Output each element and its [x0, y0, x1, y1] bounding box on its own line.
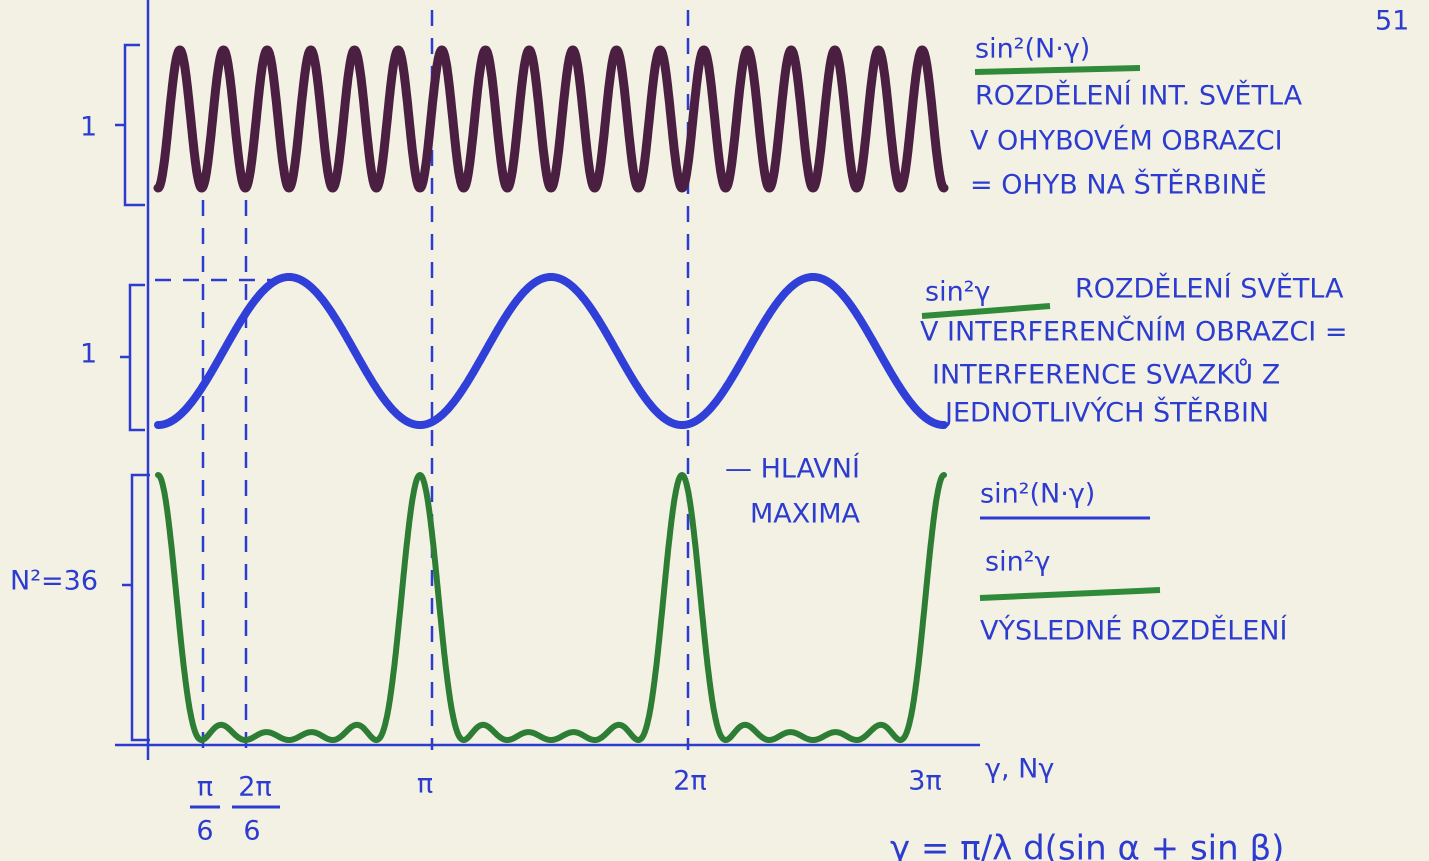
annotation: — HLAVNÍ: [725, 453, 860, 485]
formula-denominator: sin²γ: [985, 547, 1051, 578]
description: V OHYBOVÉM OBRAZCI: [970, 125, 1283, 157]
amplitude-label: 1: [80, 112, 97, 143]
annotation: MAXIMA: [750, 499, 861, 530]
x-tick-label: 6: [243, 816, 260, 847]
underline: [975, 68, 1140, 72]
page: 51 1 sin²(N·γ) ROZDĚLENÍ INT. SVĚTLA V O…: [0, 0, 1429, 861]
description: V INTERFERENČNÍM OBRAZCI =: [920, 316, 1347, 348]
x-tick-label: π: [197, 772, 213, 803]
x-tick-label: 2π: [673, 766, 706, 797]
description: ROZDĚLENÍ SVĚTLA: [1075, 273, 1344, 305]
formula-numerator: sin²(N·γ): [980, 479, 1095, 510]
x-tick-label: 3π: [908, 766, 941, 797]
description: ROZDĚLENÍ INT. SVĚTLA: [975, 80, 1303, 112]
footer-formula: γ = π/λ d(sin α + sin β): [890, 829, 1284, 861]
formula: sin²(N·γ): [975, 34, 1090, 65]
x-tick-label: 2π: [238, 772, 271, 803]
x-tick-label: π: [417, 769, 433, 800]
description: = OHYB NA ŠTĚRBINĚ: [970, 169, 1267, 201]
amplitude-label: 1: [80, 339, 97, 370]
description: VÝSLEDNÉ ROZDĚLENÍ: [980, 615, 1287, 647]
x-tick-label: 6: [196, 816, 213, 847]
x-axis-label: γ, Nγ: [985, 754, 1054, 785]
page-number: 51: [1375, 6, 1409, 37]
description: INTERFERENCE SVAZKŮ Z: [932, 359, 1280, 391]
formula: sin²γ: [925, 277, 991, 308]
description: JEDNOTLIVÝCH ŠTĚRBIN: [943, 397, 1269, 429]
amplitude-label: N²=36: [10, 566, 98, 597]
